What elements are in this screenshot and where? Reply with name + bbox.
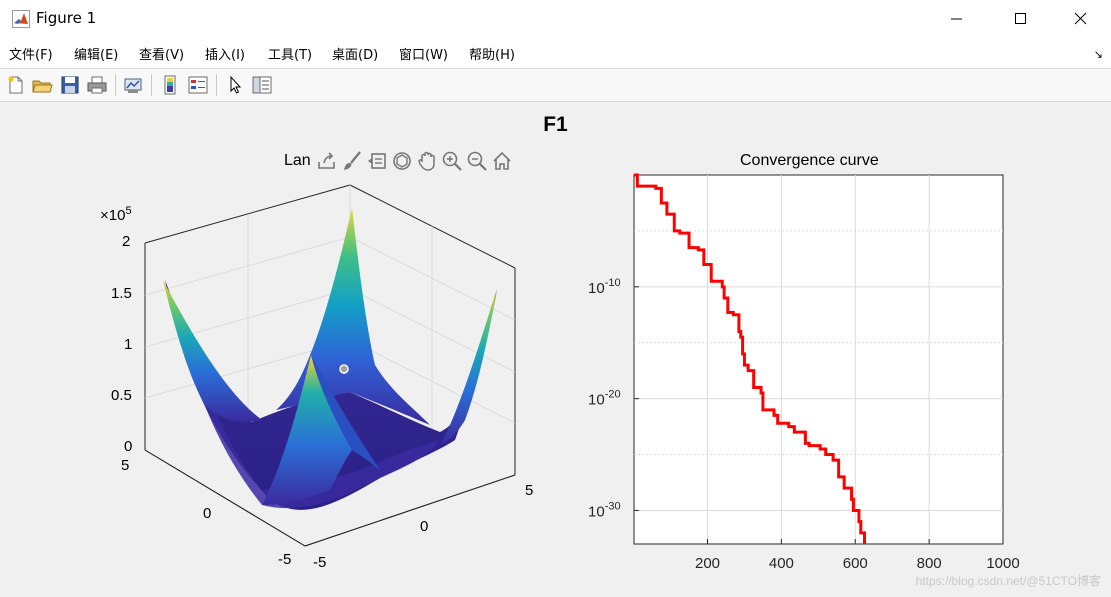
x-tick-label: 200 [695,555,720,572]
z-tick-label: 1.5 [111,285,132,302]
save-icon[interactable] [59,74,81,96]
pointer-icon[interactable] [224,74,246,96]
dock-figure-arrow[interactable]: ↘ [1093,49,1103,61]
x-tick-label: -5 [313,554,327,571]
brush-icon[interactable] [341,150,363,172]
z-tick-label: 0.5 [111,387,132,404]
toolbar-separator [151,74,152,96]
zoom-in-icon[interactable] [441,150,463,172]
figure-title: F1 [543,113,568,136]
menu-view[interactable]: 查看(V) [139,48,185,63]
curve-grid [634,175,1003,544]
close-button[interactable] [1058,0,1104,38]
minimize-icon [951,18,962,20]
insert-legend-icon[interactable] [187,74,209,96]
y-tick-label: 10-30 [588,500,621,520]
y-tick-label: 10-10 [588,277,621,297]
watermark: https://blog.csdn.net/@51CTO博客 [915,574,1101,588]
x-tick-label: 0 [420,518,429,535]
x-tick-label: 600 [843,555,868,572]
export-icon[interactable] [316,150,338,172]
link-plot-icon[interactable] [122,74,144,96]
z-exponent-label: ×105 [100,205,132,224]
window-title: Figure 1 [36,9,97,27]
menu-help[interactable]: 帮助(H) [469,48,515,63]
maximize-icon [1015,13,1026,24]
curve-axes-title: Convergence curve [740,152,879,169]
x-tick-label: 800 [917,555,942,572]
z-tick-label: 1 [124,336,133,353]
x-tick-label: 1000 [986,555,1019,572]
figure-toolbar [0,69,1111,102]
menu-bar: 文件(F) 编辑(E) 查看(V) 插入(I) 工具(T) 桌面(D) 窗口(W… [0,38,1111,69]
close-icon [1074,12,1087,25]
menu-file[interactable]: 文件(F) [9,48,53,63]
maximize-button[interactable] [998,0,1044,38]
y-tick-label: 0 [203,505,212,522]
axes-toolbar [316,150,516,172]
home-icon[interactable] [491,150,513,172]
menu-desktop[interactable]: 桌面(D) [332,48,379,63]
title-bar: Figure 1 [0,0,1111,38]
new-figure-icon[interactable] [5,74,27,96]
zoom-out-icon[interactable] [466,150,488,172]
toolbar-separator [115,74,116,96]
data-tip-icon[interactable] [366,150,388,172]
minimize-button[interactable] [934,0,980,38]
toolbar-separator [216,74,217,96]
z-tick-label: 0 [124,438,133,455]
menu-tools[interactable]: 工具(T) [268,48,313,63]
surface-axes-title: Lan [284,152,311,169]
property-inspector-icon[interactable] [251,74,273,96]
y-tick-label: -5 [278,551,292,568]
z-tick-label: 2 [122,233,131,250]
pan-icon[interactable] [416,150,438,172]
convergence-line [634,173,866,544]
curve-axes-background [633,174,1004,545]
y-tick-label: 10-20 [588,389,621,409]
menu-insert[interactable]: 插入(I) [205,48,245,63]
x-tick-label: 400 [769,555,794,572]
x-tick-label: 5 [525,482,534,499]
open-file-icon[interactable] [31,74,53,96]
matlab-logo-icon [12,10,30,28]
insert-colorbar-icon[interactable] [159,74,181,96]
y-tick-label: 5 [121,457,130,474]
menu-window[interactable]: 窗口(W) [399,48,448,63]
print-icon[interactable] [86,74,108,96]
curve-tick-labels: 200 400 600 800 1000 10-10 10-20 10-30 [588,277,1020,572]
menu-edit[interactable]: 编辑(E) [74,48,119,63]
rotate-icon[interactable] [391,150,413,172]
